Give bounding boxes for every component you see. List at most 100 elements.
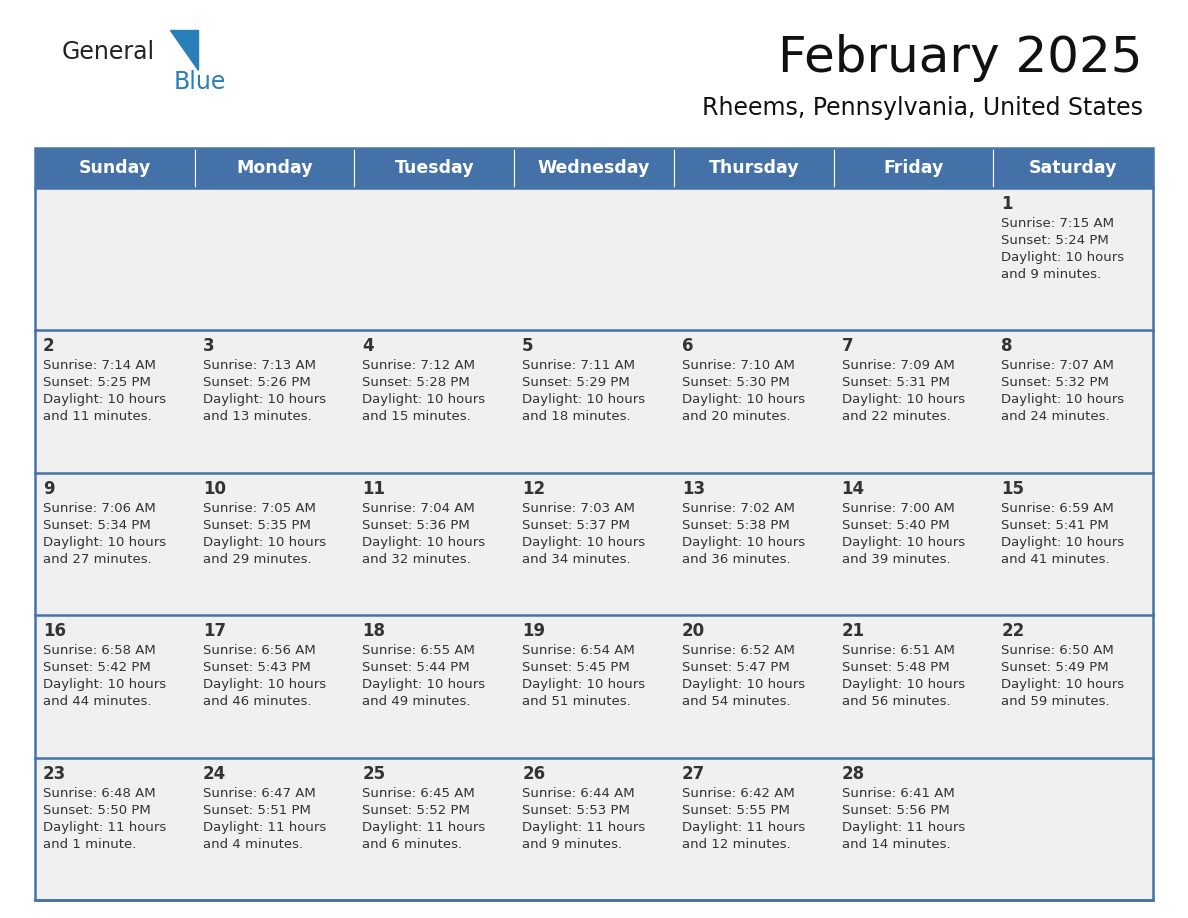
Text: Sunset: 5:32 PM: Sunset: 5:32 PM — [1001, 376, 1110, 389]
Text: 14: 14 — [841, 480, 865, 498]
Text: Thursday: Thursday — [708, 159, 800, 177]
Text: and 14 minutes.: and 14 minutes. — [841, 837, 950, 851]
Polygon shape — [170, 30, 198, 70]
Text: and 32 minutes.: and 32 minutes. — [362, 553, 472, 565]
Text: and 39 minutes.: and 39 minutes. — [841, 553, 950, 565]
Text: Daylight: 10 hours: Daylight: 10 hours — [523, 536, 645, 549]
Text: and 24 minutes.: and 24 minutes. — [1001, 410, 1110, 423]
Text: Sunset: 5:52 PM: Sunset: 5:52 PM — [362, 803, 470, 817]
Bar — [674, 148, 834, 188]
Text: Daylight: 11 hours: Daylight: 11 hours — [841, 821, 965, 834]
Text: 4: 4 — [362, 338, 374, 355]
Text: Daylight: 10 hours: Daylight: 10 hours — [1001, 394, 1124, 407]
Text: Sunrise: 6:58 AM: Sunrise: 6:58 AM — [43, 644, 156, 657]
Text: and 49 minutes.: and 49 minutes. — [362, 695, 470, 708]
Text: Sunrise: 6:41 AM: Sunrise: 6:41 AM — [841, 787, 954, 800]
Text: Daylight: 10 hours: Daylight: 10 hours — [682, 394, 805, 407]
Text: Daylight: 10 hours: Daylight: 10 hours — [841, 678, 965, 691]
Text: Sunset: 5:24 PM: Sunset: 5:24 PM — [1001, 234, 1110, 247]
Text: and 22 minutes.: and 22 minutes. — [841, 410, 950, 423]
Text: Daylight: 10 hours: Daylight: 10 hours — [682, 678, 805, 691]
Bar — [34, 615, 1154, 757]
Text: Daylight: 10 hours: Daylight: 10 hours — [362, 394, 486, 407]
Text: Sunset: 5:31 PM: Sunset: 5:31 PM — [841, 376, 949, 389]
Text: and 29 minutes.: and 29 minutes. — [203, 553, 311, 565]
Text: Sunrise: 6:59 AM: Sunrise: 6:59 AM — [1001, 502, 1114, 515]
Text: 17: 17 — [203, 622, 226, 640]
Text: and 13 minutes.: and 13 minutes. — [203, 410, 311, 423]
Text: and 15 minutes.: and 15 minutes. — [362, 410, 472, 423]
Text: Sunset: 5:43 PM: Sunset: 5:43 PM — [203, 661, 310, 674]
Text: and 44 minutes.: and 44 minutes. — [43, 695, 152, 708]
Text: Daylight: 11 hours: Daylight: 11 hours — [362, 821, 486, 834]
Text: Sunrise: 7:10 AM: Sunrise: 7:10 AM — [682, 360, 795, 373]
Text: 21: 21 — [841, 622, 865, 640]
Text: Daylight: 11 hours: Daylight: 11 hours — [203, 821, 326, 834]
Text: Sunrise: 6:54 AM: Sunrise: 6:54 AM — [523, 644, 634, 657]
Text: Sunrise: 6:47 AM: Sunrise: 6:47 AM — [203, 787, 316, 800]
Bar — [34, 148, 195, 188]
Text: and 51 minutes.: and 51 minutes. — [523, 695, 631, 708]
Text: Sunset: 5:53 PM: Sunset: 5:53 PM — [523, 803, 630, 817]
Text: Daylight: 10 hours: Daylight: 10 hours — [523, 678, 645, 691]
Text: 6: 6 — [682, 338, 694, 355]
Text: 25: 25 — [362, 765, 386, 783]
Text: Sunrise: 7:09 AM: Sunrise: 7:09 AM — [841, 360, 954, 373]
Text: Sunset: 5:28 PM: Sunset: 5:28 PM — [362, 376, 470, 389]
Text: 2: 2 — [43, 338, 55, 355]
Text: Sunset: 5:25 PM: Sunset: 5:25 PM — [43, 376, 151, 389]
Text: Sunrise: 6:44 AM: Sunrise: 6:44 AM — [523, 787, 634, 800]
Text: and 20 minutes.: and 20 minutes. — [682, 410, 790, 423]
Text: 10: 10 — [203, 480, 226, 498]
Text: Daylight: 10 hours: Daylight: 10 hours — [1001, 251, 1124, 264]
Text: and 6 minutes.: and 6 minutes. — [362, 837, 462, 851]
Text: Sunset: 5:42 PM: Sunset: 5:42 PM — [43, 661, 151, 674]
Text: Sunrise: 7:06 AM: Sunrise: 7:06 AM — [43, 502, 156, 515]
Bar — [514, 148, 674, 188]
Text: Sunset: 5:48 PM: Sunset: 5:48 PM — [841, 661, 949, 674]
Text: 8: 8 — [1001, 338, 1013, 355]
Text: General: General — [62, 40, 156, 64]
Text: Wednesday: Wednesday — [538, 159, 650, 177]
Bar — [354, 148, 514, 188]
Text: 16: 16 — [43, 622, 67, 640]
Text: 13: 13 — [682, 480, 704, 498]
Text: and 46 minutes.: and 46 minutes. — [203, 695, 311, 708]
Text: Monday: Monday — [236, 159, 312, 177]
Text: 11: 11 — [362, 480, 385, 498]
Text: Daylight: 10 hours: Daylight: 10 hours — [841, 536, 965, 549]
Text: Sunset: 5:45 PM: Sunset: 5:45 PM — [523, 661, 630, 674]
Text: Sunset: 5:30 PM: Sunset: 5:30 PM — [682, 376, 790, 389]
Text: Daylight: 10 hours: Daylight: 10 hours — [203, 678, 326, 691]
Bar — [993, 148, 1154, 188]
Bar — [34, 473, 1154, 615]
Text: Sunset: 5:36 PM: Sunset: 5:36 PM — [362, 519, 470, 532]
Text: Blue: Blue — [173, 70, 227, 94]
Text: 23: 23 — [43, 765, 67, 783]
Text: Sunset: 5:47 PM: Sunset: 5:47 PM — [682, 661, 790, 674]
Text: Sunrise: 7:00 AM: Sunrise: 7:00 AM — [841, 502, 954, 515]
Text: Sunrise: 6:55 AM: Sunrise: 6:55 AM — [362, 644, 475, 657]
Text: and 41 minutes.: and 41 minutes. — [1001, 553, 1110, 565]
Text: and 18 minutes.: and 18 minutes. — [523, 410, 631, 423]
Text: 26: 26 — [523, 765, 545, 783]
Text: Daylight: 10 hours: Daylight: 10 hours — [43, 536, 166, 549]
Text: Daylight: 11 hours: Daylight: 11 hours — [682, 821, 805, 834]
Text: Sunset: 5:56 PM: Sunset: 5:56 PM — [841, 803, 949, 817]
Text: Sunrise: 7:11 AM: Sunrise: 7:11 AM — [523, 360, 636, 373]
Text: Sunset: 5:34 PM: Sunset: 5:34 PM — [43, 519, 151, 532]
Text: Sunrise: 6:48 AM: Sunrise: 6:48 AM — [43, 787, 156, 800]
Bar — [34, 148, 1154, 900]
Bar — [34, 757, 1154, 900]
Text: 28: 28 — [841, 765, 865, 783]
Text: 18: 18 — [362, 622, 385, 640]
Text: and 11 minutes.: and 11 minutes. — [43, 410, 152, 423]
Text: 20: 20 — [682, 622, 704, 640]
Text: Sunset: 5:44 PM: Sunset: 5:44 PM — [362, 661, 470, 674]
Text: Sunrise: 6:51 AM: Sunrise: 6:51 AM — [841, 644, 954, 657]
Text: Daylight: 10 hours: Daylight: 10 hours — [523, 394, 645, 407]
Text: Daylight: 10 hours: Daylight: 10 hours — [841, 394, 965, 407]
Text: Sunrise: 6:50 AM: Sunrise: 6:50 AM — [1001, 644, 1114, 657]
Text: Sunrise: 7:13 AM: Sunrise: 7:13 AM — [203, 360, 316, 373]
Text: Sunrise: 7:15 AM: Sunrise: 7:15 AM — [1001, 217, 1114, 230]
